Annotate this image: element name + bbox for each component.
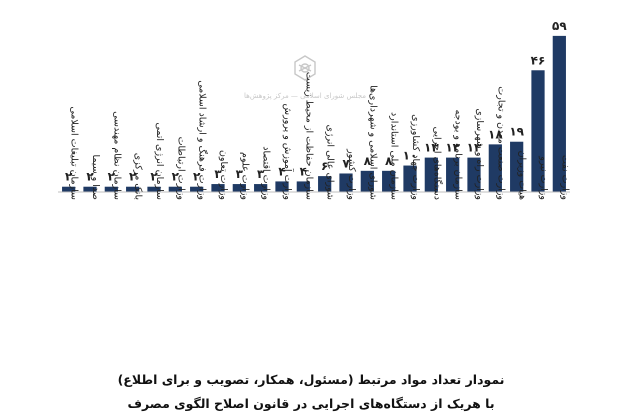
bar-value-label: ۱۹: [509, 125, 524, 139]
bar: [488, 144, 502, 192]
bar: [531, 70, 545, 192]
bar-value-label: ۳: [236, 167, 244, 181]
bar-value-label: ۲: [129, 170, 137, 184]
bar: [360, 170, 374, 192]
bar: [403, 165, 417, 192]
category-label: سازمان نظام مهندسی: [111, 111, 122, 200]
category-label: وزارت علوم: [239, 152, 250, 200]
category-label: بانک مرکزی: [133, 153, 144, 200]
bar: [382, 170, 396, 192]
bar-value-label: ۸: [364, 154, 372, 168]
category-label: وزارت اقتصاد: [261, 146, 272, 200]
watermark-logo: مجلس شورای اسلامی — مرکز پژوهش‌ها: [244, 55, 366, 100]
category-label: شورای اسلامی و شهرداری‌ها: [367, 85, 378, 200]
bar: [254, 184, 268, 192]
bar: [318, 176, 332, 192]
bar: [510, 141, 524, 192]
bar-value-label: ۴: [278, 164, 285, 178]
category-label: هیات وزیران: [517, 151, 528, 200]
bar: [211, 184, 225, 192]
bar: [83, 186, 97, 192]
bar: [104, 186, 118, 192]
category-label: وزارت آموزش و پرورش: [282, 104, 295, 200]
bar: [62, 186, 76, 192]
bar: [168, 186, 182, 192]
bar-value-label: ۱۳: [467, 141, 482, 155]
bar-value-label: ۲: [65, 170, 73, 184]
category-label: وزارت تعاون: [218, 150, 229, 200]
bar-value-label: ۲: [193, 170, 201, 184]
bar-value-label: ۱۳: [445, 141, 460, 155]
bar-value-label: ۶: [321, 159, 328, 173]
category-label: سازمان ملی استاندارد: [389, 112, 400, 200]
bar: [339, 173, 353, 192]
bar-value-label: ۲: [150, 170, 158, 184]
category-label: سازمان برنامه و بودجه: [453, 110, 464, 200]
bar: [190, 186, 204, 192]
bar: [275, 181, 289, 192]
category-label: وزارت جهاد کشاورزی: [410, 114, 421, 200]
bar-value-label: ۱۸: [488, 127, 503, 141]
chart-caption-line2: با هریک از دستگاه‌های اجرایی در قانون اص…: [127, 396, 495, 411]
bar: [296, 181, 310, 192]
bar: [552, 35, 566, 192]
watermark-text: مجلس شورای اسلامی — مرکز پژوهش‌ها: [244, 92, 366, 100]
category-label: سازمان حفاظت از محیط زیست: [303, 72, 314, 200]
bar-value-label: ۲: [108, 170, 116, 184]
bar-value-label: ۷: [342, 156, 350, 170]
bar: [126, 186, 140, 192]
bar-value-label: ۲: [172, 170, 180, 184]
category-label: شورای عالی انرژی: [325, 125, 336, 201]
bar-value-label: ۴۶: [531, 53, 546, 67]
bar-value-label: ۲: [86, 170, 94, 184]
category-label: وزارت ارتباطات: [175, 137, 186, 200]
bar: [446, 157, 460, 192]
category-label: سازمان انرژی اتمی: [154, 122, 165, 200]
category-label: دستگاه‌های اجرایی: [431, 127, 443, 201]
category-label: وزارت نفت: [559, 155, 570, 200]
bar: [232, 184, 246, 192]
bar-value-label: ۳: [257, 167, 265, 181]
category-label: وزارت فرهنگ و ارشاد اسلامی: [197, 80, 209, 200]
category-label: وزارت کشور: [346, 148, 357, 200]
bar-value-label: ۴: [300, 164, 307, 178]
category-label: وزارت راه و شهرسازی: [474, 108, 485, 200]
bar-value-label: ۳: [214, 167, 222, 181]
category-label: سازمان تبلیغات اسلامی: [69, 106, 80, 200]
bar: [467, 157, 481, 192]
category-label: وزارت نیرو: [538, 155, 549, 200]
chart-caption-line1: نمودار تعداد مواد مرتبط (مسئول، همکار، ت…: [117, 372, 505, 387]
bar: [424, 157, 438, 192]
category-label: صدا و سیما: [90, 154, 101, 200]
bar-value-label: ۵۹: [552, 19, 567, 33]
bar-value-label: ۱۳: [424, 141, 439, 155]
bar-value-label: ۸: [385, 154, 393, 168]
category-label: وزارت صنعت معدن و تجارت: [495, 86, 506, 200]
bar-value-label: ۱۰: [403, 149, 418, 163]
bar: [147, 186, 161, 192]
